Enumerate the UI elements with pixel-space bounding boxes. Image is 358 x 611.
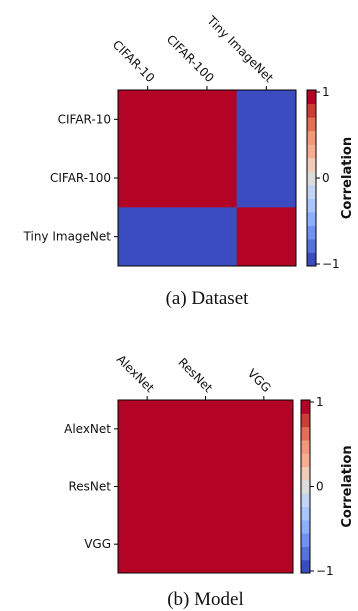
colorbar-tick-label: 0: [322, 171, 330, 185]
heatmap-cell: [118, 515, 177, 574]
y-tick-label: Tiny ImageNet: [23, 230, 112, 244]
colorbar-segment: [301, 493, 310, 507]
colorbar-segment: [301, 439, 310, 454]
colorbar-segment: [307, 157, 316, 172]
heatmap-cell: [177, 148, 238, 208]
colorbar-segment: [307, 198, 316, 213]
x-tick-label: VGG: [245, 366, 274, 395]
colorbar-segment: [307, 252, 316, 267]
heatmap-cell: [176, 400, 236, 459]
colorbar-segment: [301, 466, 310, 481]
colorbar-label: Correlation: [340, 445, 355, 527]
heatmap-cell: [177, 90, 238, 150]
colorbar-segment: [301, 479, 310, 494]
colorbar-segment: [307, 117, 316, 132]
colorbar-tick-label: −1: [322, 257, 340, 271]
heatmap-cell: [177, 207, 238, 267]
heatmap-cell: [118, 90, 178, 150]
heatmap-cell: [118, 457, 177, 516]
colorbar-segment: [307, 144, 316, 159]
colorbar-tick-label: −1: [316, 564, 334, 578]
colorbar-segment: [307, 130, 316, 145]
colorbar-segment: [301, 426, 310, 441]
heatmap-cell: [234, 400, 294, 459]
colorbar-tick-label: 1: [316, 395, 324, 409]
x-tick-label: ResNet: [175, 355, 215, 395]
heatmap-cell: [176, 515, 236, 574]
colorbar-segment: [307, 103, 316, 118]
colorbar-segment: [307, 184, 316, 199]
figure-caption: (b) Model: [167, 589, 244, 610]
colorbar-segment: [301, 400, 310, 414]
heatmap-cell: [234, 515, 294, 574]
colorbar-label: Correlation: [340, 137, 355, 219]
colorbar-segment: [307, 238, 316, 253]
x-tick-label: CIFAR-100: [164, 32, 217, 85]
colorbar-segment: [301, 519, 310, 534]
heatmap-cell: [176, 457, 236, 516]
heatmap-cell: [236, 148, 297, 208]
y-tick-label: AlexNet: [64, 422, 111, 436]
y-tick-label: CIFAR-10: [58, 112, 111, 126]
colorbar-segment: [301, 413, 310, 428]
heatmap-cell: [236, 207, 297, 267]
colorbar-segment: [307, 211, 316, 226]
heatmap-cell: [118, 207, 178, 267]
colorbar-segment: [307, 171, 316, 186]
y-tick-label: ResNet: [69, 480, 112, 494]
heatmap-cell: [236, 90, 297, 150]
x-tick-label: AlexNet: [114, 352, 157, 395]
colorbar-segment: [301, 559, 310, 574]
x-tick-label: CIFAR-10: [110, 37, 158, 85]
colorbar-segment: [301, 506, 310, 521]
colorbar-segment: [307, 90, 316, 105]
colorbar-tick-label: 0: [316, 480, 324, 494]
figure-caption: (a) Dataset: [166, 288, 250, 309]
colorbar-segment: [301, 533, 310, 547]
heatmap-cell: [118, 400, 177, 459]
y-tick-label: CIFAR-100: [50, 171, 111, 185]
colorbar-segment: [301, 546, 310, 561]
colorbar-segment: [307, 225, 316, 240]
heatmap-cell: [118, 148, 178, 208]
colorbar-segment: [301, 453, 310, 468]
heatmap-panel-model: AlexNet ResNet VGG AlexNet ResNet VGG 1 0 −1 Corr…: [64, 352, 355, 610]
y-tick-label: VGG: [84, 537, 111, 551]
colorbar-tick-label: 1: [322, 85, 330, 99]
heatmap-cell: [234, 457, 294, 516]
